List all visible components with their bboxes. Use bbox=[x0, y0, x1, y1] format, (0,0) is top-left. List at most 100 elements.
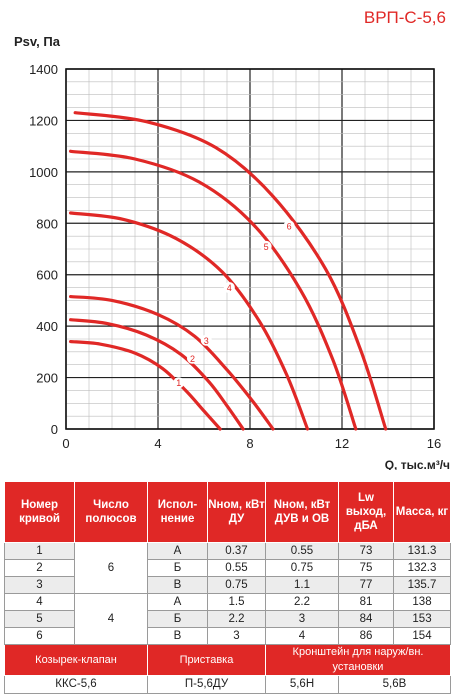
plot-frame bbox=[65, 68, 435, 430]
header-bracket: Кронштейн для наруж/вн. установки bbox=[265, 644, 451, 676]
curve-label-bg-4 bbox=[223, 282, 235, 294]
cell-num: 4 bbox=[4, 593, 75, 611]
y-tick-label: 1000 bbox=[29, 165, 58, 180]
cell-mass: 131.3 bbox=[393, 542, 451, 560]
cell-n-du: 0.75 bbox=[207, 576, 266, 594]
curve-label-3: 3 bbox=[204, 336, 209, 346]
y-tick-label: 200 bbox=[36, 371, 58, 386]
cell-mass: 154 bbox=[393, 627, 451, 645]
cell-n-duv: 2.2 bbox=[265, 593, 339, 611]
table-header-row: Номер кривой Число полюсов Испол-нение N… bbox=[4, 481, 451, 543]
performance-curve-4 bbox=[69, 211, 310, 431]
y-tick-label: 0 bbox=[51, 422, 58, 437]
cell-visor-valve: ККС-5,6 bbox=[4, 675, 148, 694]
cell-mass: 132.3 bbox=[393, 559, 451, 577]
header-mass: Масса, кг bbox=[393, 481, 451, 543]
cell-n-du: 0.55 bbox=[207, 559, 266, 577]
cell-n-duv: 4 bbox=[265, 627, 339, 645]
cell-exec: А bbox=[147, 593, 208, 611]
cell-mass: 135.7 bbox=[393, 576, 451, 594]
table-row: 1 6 А 0.37 0.55 73 131.3 bbox=[4, 542, 451, 594]
table-row: 6 В 3 4 86 154 bbox=[4, 627, 451, 645]
table-row: 4 4 А 1.5 2.2 81 138 bbox=[4, 593, 451, 645]
performance-curve-5 bbox=[69, 149, 358, 431]
cell-lw: 73 bbox=[338, 542, 394, 560]
y-tick-label: 1200 bbox=[29, 113, 58, 128]
cell-n-du: 1.5 bbox=[207, 593, 266, 611]
chart-axes bbox=[65, 68, 435, 430]
accessories-values-row: ККС-5,6 П-5,6ДУ 5,6Н 5,6В bbox=[4, 675, 451, 694]
cell-n-duv: 1.1 bbox=[265, 576, 339, 594]
spec-table: Номер кривой Число полюсов Испол-нение N… bbox=[4, 481, 451, 694]
cell-poles: 4 bbox=[74, 593, 148, 645]
cell-exec: Б bbox=[147, 610, 208, 628]
cell-exec: А bbox=[147, 542, 208, 560]
header-poles: Число полюсов bbox=[74, 481, 148, 543]
cell-exec: В bbox=[147, 627, 208, 645]
header-visor-valve: Козырек-клапан bbox=[4, 644, 148, 676]
chart-grid bbox=[65, 68, 435, 430]
x-tick-label: 12 bbox=[335, 436, 349, 451]
cell-n-duv: 0.55 bbox=[265, 542, 339, 560]
cell-bracket-indoor: 5,6В bbox=[338, 675, 451, 694]
cell-lw: 86 bbox=[338, 627, 394, 645]
curve-label-bg-6 bbox=[283, 220, 295, 232]
cell-n-du: 2.2 bbox=[207, 610, 266, 628]
cell-mass: 138 bbox=[393, 593, 451, 611]
x-tick-label: 4 bbox=[154, 436, 161, 451]
cell-lw: 81 bbox=[338, 593, 394, 611]
cell-n-du: 0.37 bbox=[207, 542, 266, 560]
cell-lw: 84 bbox=[338, 610, 394, 628]
cell-n-du: 3 bbox=[207, 627, 266, 645]
curve-label-bg-2 bbox=[187, 352, 198, 364]
cell-attachment: П-5,6ДУ bbox=[147, 675, 266, 694]
header-curve-number: Номер кривой bbox=[4, 481, 75, 543]
x-tick-label: 16 bbox=[427, 436, 441, 451]
performance-curve-1 bbox=[69, 339, 222, 431]
y-tick-label: 600 bbox=[36, 268, 58, 283]
cell-bracket-outdoor: 5,6Н bbox=[265, 675, 339, 694]
curve-label-1: 1 bbox=[176, 378, 181, 388]
model-title: ВРП-С-5,6 bbox=[363, 8, 446, 27]
y-axis-title: Psv, Па bbox=[14, 34, 60, 49]
performance-curve-3 bbox=[69, 294, 275, 431]
cell-exec: В bbox=[147, 576, 208, 594]
header-power-duv: Nном, кВт ДУВ и ОВ bbox=[265, 481, 339, 543]
cell-num: 2 bbox=[4, 559, 75, 577]
cell-exec: Б bbox=[147, 559, 208, 577]
header-power-du: Nном, кВт ДУ bbox=[207, 481, 266, 543]
curve-label-bg-5 bbox=[260, 240, 272, 252]
performance-curve-6 bbox=[73, 111, 388, 431]
curve-label-5: 5 bbox=[264, 242, 269, 252]
table-row: 2 Б 0.55 0.75 75 132.3 bbox=[4, 559, 451, 577]
x-tick-label: 0 bbox=[62, 436, 69, 451]
cell-num: 6 bbox=[4, 627, 75, 645]
cell-num: 1 bbox=[4, 542, 75, 560]
table-row: 5 Б 2.2 3 84 153 bbox=[4, 610, 451, 628]
header-attachment: Приставка bbox=[147, 644, 266, 676]
x-tick-label: 8 bbox=[246, 436, 253, 451]
curve-label-6: 6 bbox=[287, 221, 292, 231]
header-execution: Испол-нение bbox=[147, 481, 208, 543]
y-tick-label: 800 bbox=[36, 216, 58, 231]
curve-label-bg-3 bbox=[200, 334, 212, 346]
cell-lw: 75 bbox=[338, 559, 394, 577]
performance-curve-2 bbox=[69, 318, 245, 431]
curve-label-4: 4 bbox=[227, 283, 232, 293]
y-tick-label: 1400 bbox=[29, 62, 58, 77]
curve-label-bg-1 bbox=[173, 377, 185, 389]
table-row: 3 В 0.75 1.1 77 135.7 bbox=[4, 576, 451, 594]
cell-lw: 77 bbox=[338, 576, 394, 594]
cell-poles: 6 bbox=[74, 542, 148, 594]
y-tick-label: 400 bbox=[36, 319, 58, 334]
cell-num: 5 bbox=[4, 610, 75, 628]
accessories-header-row: Козырек-клапан Приставка Кронштейн для н… bbox=[4, 644, 451, 676]
curve-label-2: 2 bbox=[190, 354, 195, 364]
cell-num: 3 bbox=[4, 576, 75, 594]
cell-n-duv: 3 bbox=[265, 610, 339, 628]
header-lw: Lw выход, дБА bbox=[338, 481, 394, 543]
x-axis-title: Q, тыс.м³/ч bbox=[385, 458, 450, 470]
